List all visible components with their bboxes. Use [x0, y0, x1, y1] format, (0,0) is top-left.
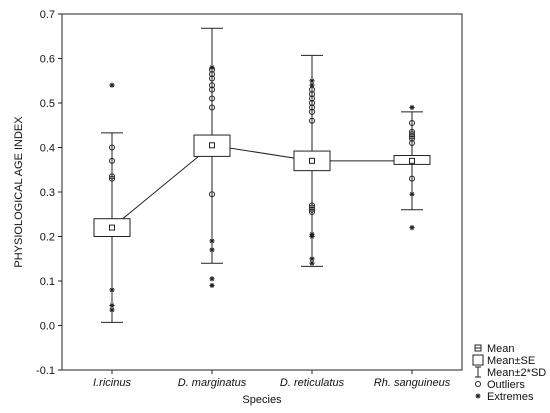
- extreme-stroke: [209, 65, 215, 70]
- extreme-stroke: [309, 256, 315, 261]
- outlier-point: [409, 135, 415, 142]
- extreme-stroke: [109, 307, 115, 313]
- legend-label: Mean: [487, 343, 515, 355]
- extreme-stroke: [409, 225, 415, 230]
- y-tick-label: 0.4: [40, 143, 55, 155]
- outlier-point: [409, 131, 415, 138]
- y-tick-label: 0.6: [40, 54, 55, 66]
- outlier-point: [409, 140, 415, 147]
- mean-point: [309, 157, 315, 164]
- legend-outlier-symbol: [475, 381, 481, 387]
- mean-point: [109, 224, 115, 231]
- y-tick-label: 0.0: [40, 321, 55, 333]
- y-tick-label: 0.3: [40, 187, 55, 199]
- outlier-point: [409, 128, 415, 135]
- extreme-stroke: [475, 393, 481, 399]
- outlier-point: [409, 120, 415, 127]
- extreme-stroke: [409, 192, 415, 197]
- x-category-label: D. marginatus: [178, 377, 247, 389]
- x-category-label: D. reticulatus: [280, 377, 345, 389]
- box-group-3: [393, 104, 431, 231]
- outlier-point: [209, 86, 215, 93]
- outlier-point: [109, 173, 115, 180]
- extreme-stroke: [409, 105, 415, 110]
- extreme-stroke: [209, 238, 215, 244]
- x-axis-title: Species: [242, 394, 282, 406]
- outlier-point: [409, 175, 415, 182]
- outlier-point: [309, 204, 315, 211]
- legend-label: Mean±SE: [487, 355, 535, 367]
- y-axis-title: PHYSIOLOGICAL AGE INDEX: [13, 116, 25, 268]
- plot-frame: [61, 13, 463, 371]
- outlier-point: [309, 91, 315, 98]
- outlier-point: [309, 117, 315, 124]
- extreme-stroke: [209, 247, 215, 253]
- outlier-point: [309, 202, 315, 209]
- extreme-stroke: [209, 276, 215, 281]
- outlier-point: [409, 133, 415, 140]
- x-category-label: Rh. sanguineus: [374, 377, 451, 389]
- y-tick-label: 0.1: [40, 276, 55, 288]
- y-tick-label: 0.2: [40, 232, 55, 244]
- extreme-stroke: [309, 261, 315, 266]
- x-axis-labels: I.ricinus D. marginatus D. reticulatus Rh. …: [93, 370, 451, 389]
- outlier-point: [109, 175, 115, 182]
- outlier-point: [209, 71, 215, 78]
- y-tick-label: 0.7: [40, 9, 55, 21]
- legend-box-symbol: [472, 354, 484, 366]
- y-tick-label: 0.5: [40, 98, 55, 110]
- extreme-stroke: [309, 78, 315, 83]
- outlier-point: [209, 191, 215, 198]
- mean-point: [409, 157, 415, 164]
- outlier-point: [309, 209, 315, 216]
- legend-label: Outliers: [487, 379, 525, 391]
- extreme-stroke: [109, 83, 115, 88]
- y-axis-ticks: -0.1 0.0 0.1 0.2 0.3 0.4 0.5 0.6 0.7: [36, 9, 62, 377]
- outlier-point: [109, 144, 115, 151]
- plot-area: [93, 27, 431, 323]
- x-category-label: I.ricinus: [93, 377, 131, 389]
- mean-point: [209, 142, 215, 149]
- box-group-1: [193, 27, 231, 289]
- outlier-point: [209, 104, 215, 111]
- extreme-stroke: [109, 303, 115, 308]
- outlier-point: [209, 82, 215, 89]
- outlier-point: [309, 206, 315, 213]
- outlier-point: [309, 95, 315, 102]
- extreme-stroke: [309, 234, 315, 239]
- legend-label: Mean±2*SD: [487, 367, 546, 379]
- extreme-stroke: [309, 83, 315, 88]
- box-group-2: [293, 54, 331, 267]
- extreme-stroke: [109, 287, 115, 293]
- outlier-point: [309, 104, 315, 111]
- outlier-point: [209, 75, 215, 82]
- y-tick-label: -0.1: [36, 365, 55, 377]
- outlier-point: [209, 95, 215, 102]
- extreme-stroke: [209, 283, 215, 288]
- legend-label: Extremes: [487, 391, 534, 403]
- outlier-point: [309, 108, 315, 115]
- mean-connector-line: [111, 144, 412, 228]
- box-group-0: [93, 82, 131, 323]
- outlier-point: [309, 100, 315, 106]
- outlier-point: [109, 157, 115, 164]
